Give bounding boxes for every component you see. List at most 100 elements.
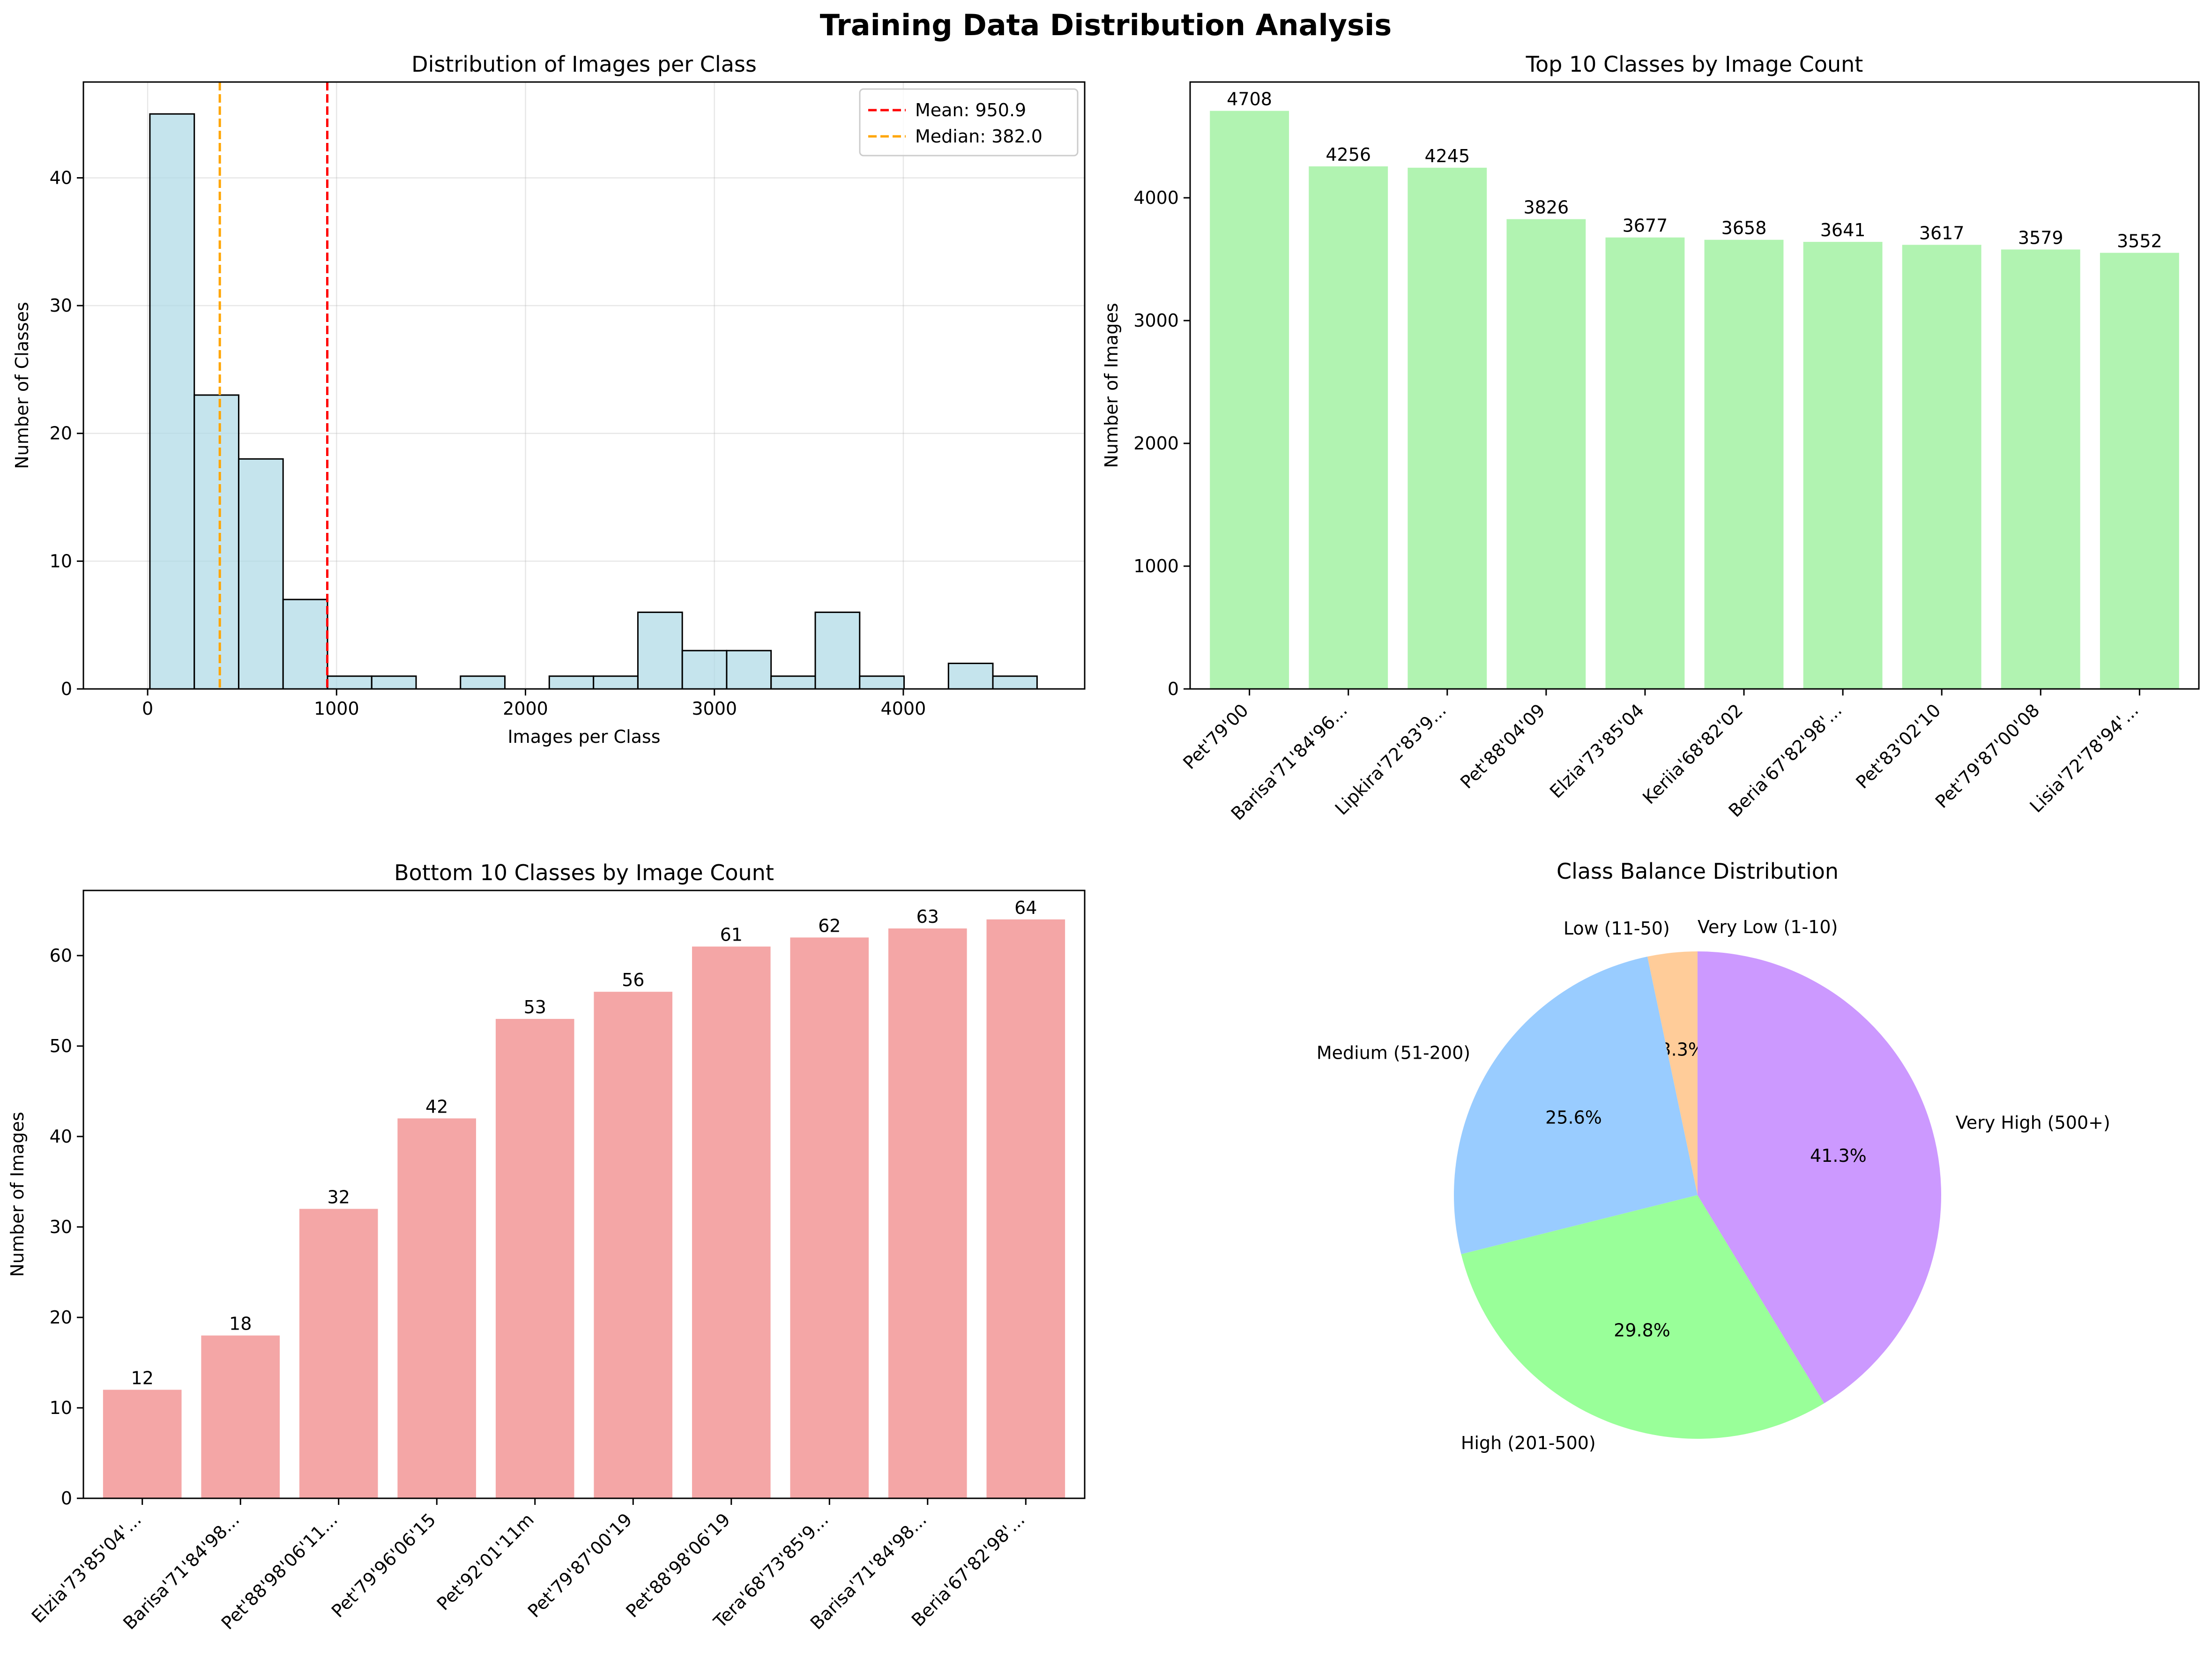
histogram-bar	[859, 675, 905, 690]
x-tick-label: 4000	[881, 698, 926, 719]
histogram-bar	[149, 113, 195, 690]
pie-slice-label: Very High (500+)	[1956, 1113, 2110, 1133]
bar	[495, 1019, 574, 1498]
y-tick-label: 2000	[1133, 433, 1179, 454]
x-tick-label: 3000	[692, 698, 737, 719]
bar	[594, 992, 673, 1498]
y-tick-label: 0	[1168, 679, 1179, 699]
y-tick-label: 1000	[1133, 556, 1179, 576]
y-tick-label: 60	[50, 945, 72, 966]
bar-value-label: 4256	[1326, 144, 1371, 165]
pie-slice	[1454, 957, 1698, 1255]
histogram-bar	[548, 675, 595, 690]
y-tick-label: 3000	[1133, 310, 1179, 331]
figure-suptitle: Training Data Distribution Analysis	[820, 8, 1392, 42]
bar-value-label: 63	[916, 906, 939, 927]
y-tick-label: 30	[50, 1217, 72, 1237]
pie-slice	[1647, 951, 1698, 1195]
bar	[2001, 249, 2080, 689]
y-tick-label: 4000	[1133, 187, 1179, 208]
bar	[1408, 167, 1487, 689]
y-tick-label: 10	[50, 551, 72, 571]
x-tick-label: 0	[142, 698, 153, 719]
chart-title: Bottom 10 Classes by Image Count	[394, 860, 774, 885]
y-tick-label: 20	[50, 1307, 72, 1328]
bar	[692, 946, 771, 1498]
histogram-bar	[637, 611, 683, 690]
bar-value-label: 18	[229, 1314, 252, 1334]
histogram-bar	[327, 675, 372, 690]
histogram-bar	[992, 675, 1038, 690]
bar-value-label: 12	[131, 1368, 154, 1388]
bar	[397, 1118, 477, 1498]
bar-value-label: 3658	[1721, 218, 1767, 239]
x-axis-label: Images per Class	[507, 726, 660, 747]
bar-value-label: 3826	[1524, 197, 1569, 218]
pie-slice-label: Low (11-50)	[1564, 918, 1670, 939]
bar-value-label: 3641	[1820, 220, 1866, 240]
pie-slice-label: High (201-500)	[1461, 1433, 1596, 1453]
bar-value-label: 64	[1014, 897, 1037, 918]
pie-slice-percent: 29.8%	[1614, 1320, 1670, 1341]
bar-value-label: 53	[524, 997, 546, 1017]
bar	[1309, 166, 1388, 689]
histogram-bar	[681, 650, 728, 690]
bar	[790, 937, 869, 1498]
bar	[299, 1209, 378, 1498]
histogram-chart: 0 1000 2000 3000 4000 0 10 20 30 40 Distribution o…	[12, 52, 1086, 747]
bar	[2100, 253, 2179, 689]
bar-value-label: 61	[720, 925, 743, 945]
y-axis-label: Number of Images	[7, 1112, 28, 1277]
chart-title: Class Balance Distribution	[1557, 859, 1839, 884]
bar	[986, 919, 1065, 1498]
axes-frame	[82, 890, 1086, 1499]
histogram-bar	[460, 675, 506, 690]
histogram-bar	[238, 458, 284, 690]
pie-slice-label: Very Low (1-10)	[1698, 917, 1838, 937]
axes-frame	[82, 81, 1086, 690]
histogram-bar	[770, 675, 816, 690]
bar	[1605, 237, 1685, 689]
histogram-bar	[371, 675, 417, 690]
bar	[1704, 239, 1784, 689]
pie-slice	[1698, 951, 1941, 1404]
histogram-bar	[726, 650, 772, 690]
bar	[201, 1335, 280, 1498]
legend-label: Mean: 950.9	[915, 100, 1026, 120]
y-tick-label: 0	[61, 679, 72, 699]
bar-value-label: 3579	[2018, 227, 2063, 248]
bar-value-label: 3677	[1623, 216, 1668, 236]
x-tick-label: 1000	[314, 698, 359, 719]
bar-value-label: 32	[328, 1187, 350, 1207]
histogram-bar	[282, 598, 328, 690]
histogram-bar	[947, 662, 994, 690]
bar-value-label: 3552	[2117, 231, 2162, 251]
bar	[1210, 111, 1289, 689]
chart-title: Distribution of Images per Class	[411, 52, 757, 77]
legend-box	[859, 88, 1079, 157]
histogram-bar	[194, 394, 239, 690]
histogram-bar	[814, 611, 861, 690]
legend-label: Median: 382.0	[915, 126, 1043, 147]
y-tick-label: 30	[50, 295, 72, 316]
pie-slice-percent: 41.3%	[1810, 1145, 1867, 1166]
bar	[1902, 245, 1981, 689]
bar	[888, 928, 967, 1498]
bar	[1506, 219, 1586, 689]
axes-frame	[1189, 81, 2200, 690]
y-tick-label: 40	[50, 167, 72, 188]
bar-value-label: 42	[425, 1096, 448, 1117]
bar-value-label: 62	[818, 915, 841, 936]
y-axis-label: Number of Classes	[12, 302, 32, 469]
x-tick-label: 2000	[503, 698, 548, 719]
class-balance-pie-chart: Class Balance Distribution Very Low (1-10…	[1317, 859, 2110, 1453]
y-tick-label: 50	[50, 1036, 72, 1056]
bar	[1803, 242, 1883, 689]
bar-value-label: 3617	[1919, 223, 1965, 243]
y-tick-label: 10	[50, 1398, 72, 1418]
bar	[103, 1390, 182, 1498]
bar-value-label: 56	[622, 970, 644, 990]
bar-value-label: 4245	[1424, 146, 1470, 166]
pie-slice-percent: 25.6%	[1545, 1107, 1602, 1128]
